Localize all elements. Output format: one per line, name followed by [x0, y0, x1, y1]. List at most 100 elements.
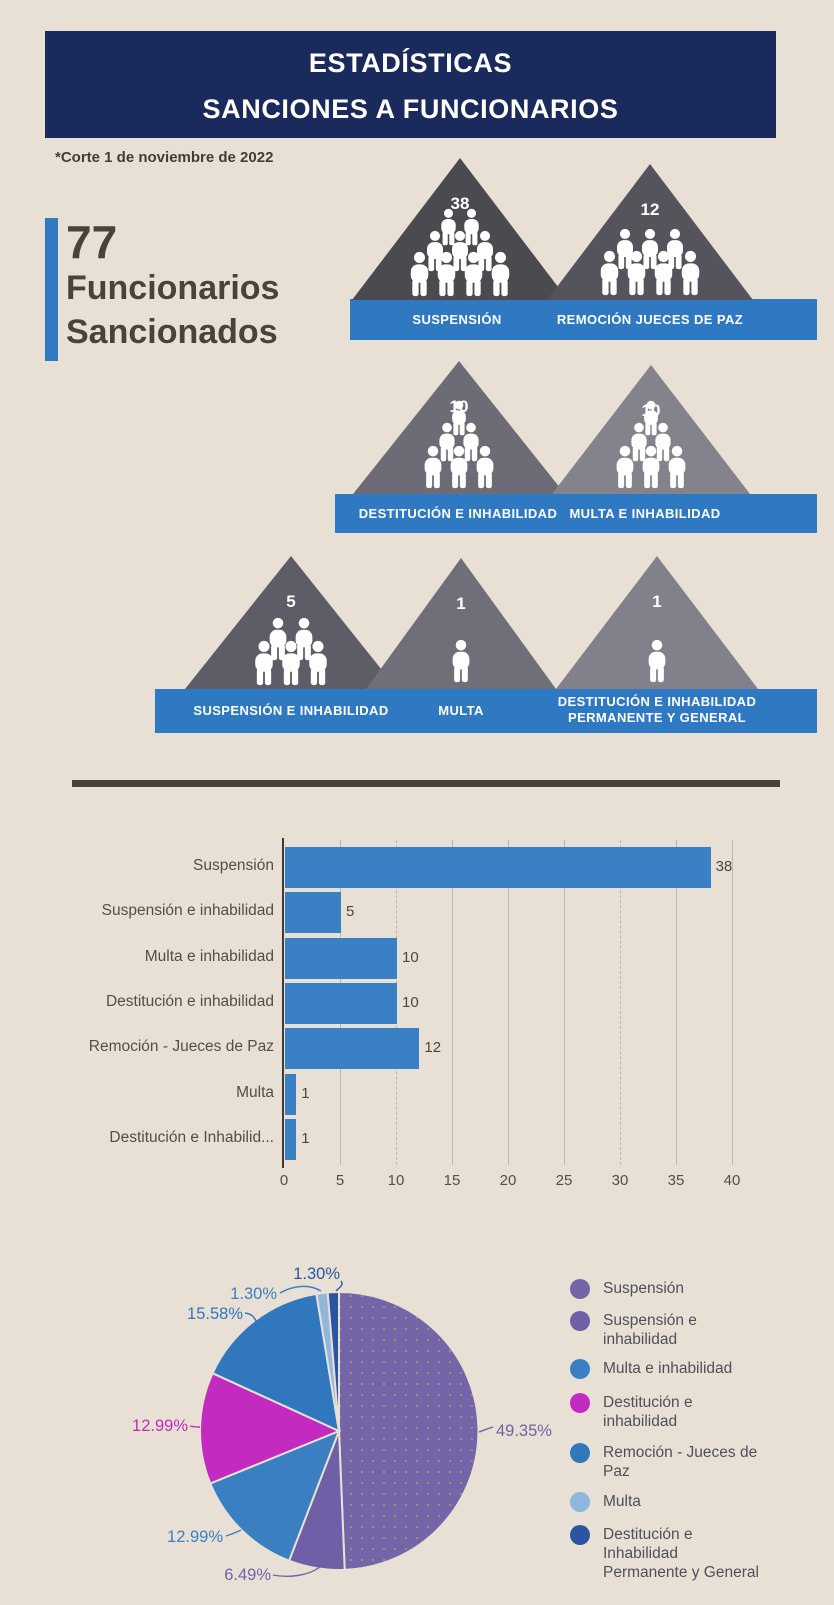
header-title-line1: ESTADÍSTICAS: [308, 48, 513, 78]
pie-percentage-label: 1.30%: [230, 1285, 277, 1303]
bar-value-label: 12: [424, 1039, 442, 1057]
legend-color-dot: [570, 1393, 590, 1413]
legend-item: Suspensión e inhabilidad: [570, 1311, 697, 1349]
person-icon: [450, 445, 468, 489]
sanction-pyramid: 10: [353, 361, 565, 494]
person-icon: [476, 445, 494, 489]
people-icon-row: [421, 445, 497, 489]
x-axis-tick: 15: [443, 1172, 461, 1189]
sanction-pyramid: 10: [552, 365, 750, 494]
sanction-pyramid: 1: [366, 558, 556, 689]
x-axis-tick: 20: [499, 1172, 517, 1189]
person-icon: [644, 400, 658, 436]
x-axis-tick: 0: [279, 1172, 289, 1189]
stat-label-line1: Funcionarios: [66, 269, 280, 307]
pyramid-value: 5: [286, 592, 296, 611]
header-title-line2: SANCIONES A FUNCIONARIOS: [202, 94, 619, 124]
pie-label-leader: [244, 1312, 257, 1322]
pie-slice: [211, 1292, 341, 1433]
person-icon: [424, 445, 442, 489]
legend-label: Suspensión e inhabilidad: [603, 1312, 697, 1348]
person-icon: [491, 251, 510, 297]
pie-label-leader: [478, 1426, 494, 1433]
pie-slice: [326, 1290, 340, 1432]
bar-value-label: 10: [402, 948, 419, 966]
pie-percentage-label: 1.30%: [293, 1265, 340, 1283]
sanction-pyramid: 1: [556, 556, 758, 689]
pie-percentage-label: 15.58%: [187, 1305, 243, 1323]
person-icon: [642, 445, 660, 489]
pyramid-label: DESTITUCIÓN E INHABILIDAD PERMANENTE Y G…: [557, 694, 757, 725]
pie-percentage-label: 6.49%: [224, 1566, 271, 1584]
pyramid-value: 38: [450, 194, 470, 213]
pyramid-label: SUSPENSIÓN: [412, 312, 502, 327]
x-axis-tick: 35: [667, 1172, 685, 1189]
x-axis-tick: 10: [387, 1172, 405, 1189]
bar-category-label: Suspensión e inhabilidad: [101, 902, 274, 920]
bar-value-label: 38: [715, 858, 733, 875]
sanction-pyramid: 5: [185, 556, 397, 689]
people-icon-row: [597, 250, 703, 296]
sanction-label-band: [335, 494, 817, 533]
gridline: [620, 840, 621, 1165]
legend-item: Multa: [570, 1492, 641, 1512]
person-icon: [642, 228, 658, 270]
sanction-pyramid: 12: [547, 164, 753, 300]
pie-slice: [208, 1429, 341, 1562]
person-icon: [463, 422, 479, 462]
x-axis-tick: 40: [723, 1172, 741, 1189]
person-icon: [437, 251, 456, 297]
bar-value-label: 5: [346, 903, 355, 921]
people-icon-row: [252, 640, 331, 686]
people-icon-row: [628, 422, 674, 462]
pie-label-leader: [279, 1285, 322, 1294]
legend-label: Remoción - Jueces de Paz: [603, 1444, 758, 1480]
legend-color-dot: [570, 1359, 590, 1379]
person-icon: [655, 422, 671, 462]
pie-slice: [199, 1371, 342, 1485]
bar-value-label: 1: [301, 1084, 310, 1102]
pyramid-label: MULTA E INHABILIDAD: [569, 506, 721, 521]
person-icon: [616, 445, 634, 489]
bar: [285, 892, 341, 934]
pie-chart: 49.35% 6.49% 12.99% 12.99% 15.58% 1.30% 1.30%: [132, 1265, 552, 1584]
people-icon-row: [438, 208, 482, 246]
bar-category-label: Destitución e Inhabilid...: [109, 1128, 274, 1146]
section-divider: [72, 780, 780, 787]
pie-percentage-label: 49.35%: [496, 1422, 552, 1440]
legend-item: Destitución e Inhabilidad Permanente y G…: [570, 1525, 759, 1582]
person-icon: [464, 208, 479, 246]
person-icon: [441, 208, 456, 246]
people-icon-row: [407, 251, 513, 297]
gridline: [732, 840, 733, 1165]
person-icon: [452, 400, 466, 436]
legend-label: Destitución e inhabilidad: [603, 1394, 693, 1430]
gridline: [452, 840, 453, 1165]
pyramid-label: MULTA: [438, 703, 484, 718]
total-sanctioned-stat: 77 Funcionarios Sancionados: [66, 218, 279, 354]
people-icon-row: [449, 400, 469, 436]
people-icon-row: [266, 617, 316, 661]
person-icon: [477, 230, 493, 272]
person-icon: [255, 640, 273, 686]
legend-item: Remoción - Jueces de Paz: [570, 1443, 757, 1481]
bar-category-label: Remoción - Jueces de Paz: [88, 1038, 274, 1056]
person-icon: [282, 640, 300, 686]
person-icon: [631, 422, 647, 462]
person-icon: [654, 250, 673, 296]
person-icon: [668, 445, 686, 489]
y-axis-line: [282, 838, 284, 1168]
person-icon: [627, 250, 646, 296]
pyramid-label: REMOCIÓN JUECES DE PAZ: [556, 312, 744, 327]
header-banner: ESTADÍSTICAS SANCIONES A FUNCIONARIOS: [45, 31, 776, 138]
pie-percentage-label: 12.99%: [132, 1417, 188, 1435]
bar: [285, 1118, 297, 1160]
bar: [285, 1028, 420, 1070]
person-icon: [439, 422, 455, 462]
gridline: [676, 840, 677, 1165]
legend-item: Destitución e inhabilidad: [570, 1393, 693, 1431]
pie-label-leader: [225, 1529, 242, 1537]
pie-label-leader: [335, 1280, 343, 1292]
people-icon-row: [436, 422, 482, 462]
bar-category-label: Multa: [236, 1083, 274, 1101]
